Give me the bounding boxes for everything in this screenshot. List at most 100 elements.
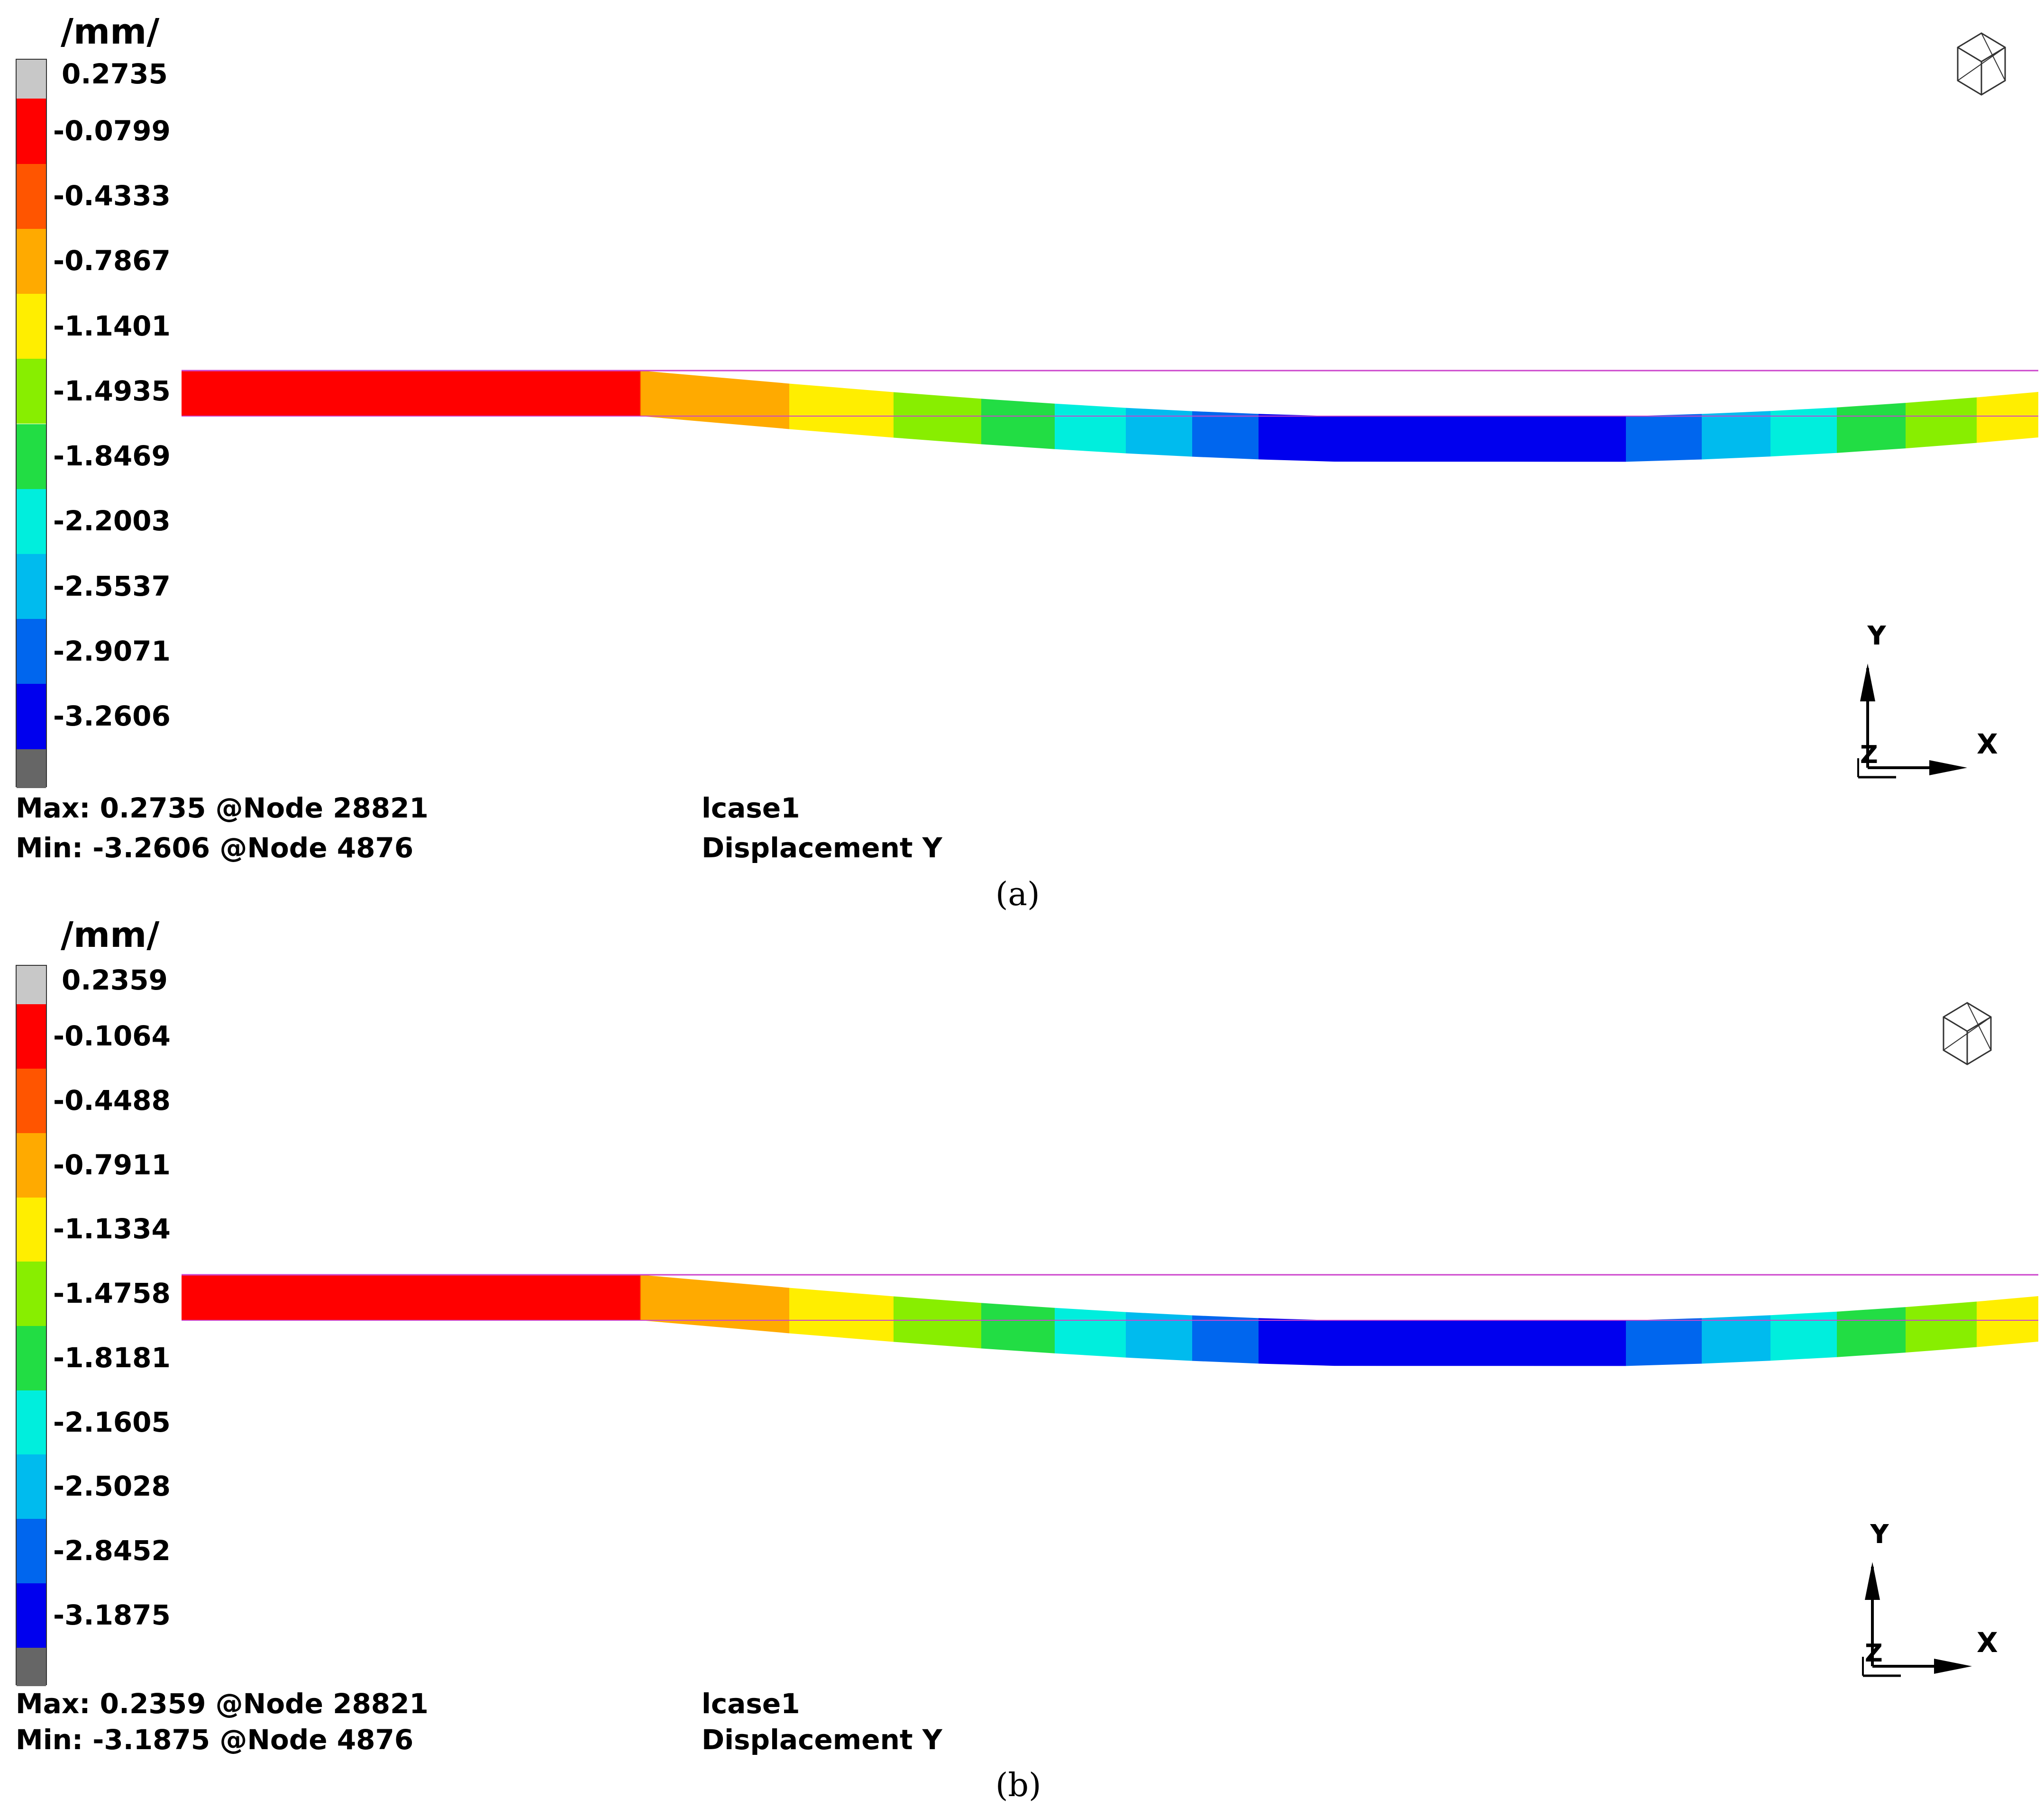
result-type-label: Displacement Y — [702, 1724, 942, 1756]
legend-unit: /mm/ — [61, 11, 160, 52]
legend-tick-label: -0.4333 — [53, 180, 171, 212]
beam-segment — [1334, 416, 1626, 462]
legend-tick-label: -1.4935 — [53, 374, 171, 407]
view-cube-icon[interactable] — [1948, 28, 2015, 100]
legend-tick-label: -1.8181 — [53, 1341, 171, 1374]
beam-segment — [1770, 407, 1837, 457]
beam-segment — [1259, 1318, 1334, 1366]
beam-segment — [894, 1296, 981, 1349]
view-cube-icon[interactable] — [1934, 998, 2000, 1069]
legend-tick-label: -0.1064 — [53, 1020, 171, 1053]
legend-tick-label: -2.5028 — [53, 1470, 171, 1503]
loadcase-label: lcase1 — [702, 792, 800, 824]
beam-segment — [182, 1275, 640, 1320]
legend-tick-label: -2.1605 — [53, 1406, 171, 1438]
beam-segment — [1702, 1315, 1770, 1364]
axis-triad-icon: Y X Z — [1862, 1524, 1998, 1677]
color-legend — [16, 965, 47, 1686]
color-legend — [16, 59, 47, 788]
legend-swatch — [17, 749, 46, 788]
legend-swatch — [17, 489, 46, 554]
legend-tick-label: -2.5537 — [53, 570, 171, 602]
beam-segment — [1626, 414, 1702, 462]
min-readout: Min: -3.1875 @Node 4876 — [16, 1724, 414, 1756]
legend-swatch — [17, 228, 46, 294]
triad-x-label: X — [1977, 728, 1998, 760]
beam-contour — [182, 370, 2038, 462]
legend-tick-label: -2.2003 — [53, 505, 171, 537]
legend-tick-label: -1.1401 — [53, 309, 171, 342]
legend-swatch — [17, 294, 46, 359]
beam-segment — [1259, 414, 1334, 462]
legend-tick-label: -1.8469 — [53, 440, 171, 472]
legend-swatch — [17, 1647, 46, 1686]
legend-swatch — [17, 163, 46, 229]
legend-swatch — [17, 1519, 46, 1583]
legend-tick-label: -2.8452 — [53, 1535, 171, 1567]
legend-swatch — [17, 1069, 46, 1133]
max-readout: Max: 0.2735 @Node 28821 — [16, 792, 429, 824]
panel-caption: (b) — [995, 1767, 1041, 1804]
triad-x-label: X — [1977, 1626, 1998, 1659]
triad-y-label: Y — [1869, 1524, 1890, 1550]
legend-swatch — [17, 60, 46, 99]
legend-swatch — [17, 1133, 46, 1198]
beam-segment — [641, 371, 789, 429]
legend-swatch — [17, 1390, 46, 1455]
triad-z-label: Z — [1860, 741, 1878, 769]
legend-tick-label: -2.9071 — [53, 635, 171, 667]
legend-tick-label: -0.7911 — [53, 1148, 171, 1181]
beam-segment — [1192, 1315, 1259, 1364]
legend-swatch — [17, 359, 46, 424]
beam-segment — [1837, 403, 1906, 453]
beam-segment — [182, 371, 640, 416]
beam-segment — [1906, 397, 1977, 449]
legend-swatch — [17, 1004, 46, 1069]
beam-segment — [1977, 1296, 2038, 1347]
panel-b: /mm/ 0.2359 -0.1064 -0.4488 -0.7911 -1.1334 -… — [0, 903, 2044, 1804]
beam-segment — [1977, 392, 2038, 443]
beam-segment — [1055, 1308, 1126, 1358]
beam-segment — [1126, 1312, 1192, 1361]
legend-swatch — [17, 619, 46, 684]
triad-z-label: Z — [1865, 1639, 1883, 1668]
legend-tick-label: -3.2606 — [53, 700, 171, 733]
legend-tick-label: -0.4488 — [53, 1084, 171, 1117]
legend-swatch — [17, 554, 46, 619]
beam-segment — [894, 392, 981, 445]
beam-segment — [640, 1275, 641, 1321]
beam-contour — [182, 1274, 2038, 1366]
legend-tick-label: 0.2735 — [62, 58, 168, 91]
panel-a: /mm/ 0.2735 -0.0799 -0.4333 -0.7867 -1.1401 -… — [0, 0, 2044, 913]
beam-segment — [1192, 411, 1259, 460]
beam-segment — [1126, 408, 1192, 457]
panel-caption: (a) — [995, 876, 1040, 913]
legend-swatch — [17, 1454, 46, 1519]
legend-tick-label: -3.1875 — [53, 1598, 171, 1631]
loadcase-label: lcase1 — [702, 1688, 800, 1720]
legend-swatch — [17, 1197, 46, 1262]
legend-swatch — [17, 424, 46, 489]
legend-swatch — [17, 1583, 46, 1648]
beam-segment — [981, 399, 1055, 449]
triad-y-label: Y — [1866, 626, 1887, 651]
beam-segment — [640, 371, 641, 417]
legend-tick-label: -1.1334 — [53, 1213, 171, 1245]
beam-segment — [641, 1275, 789, 1334]
beam-segment — [981, 1303, 1055, 1353]
legend-swatch — [17, 1326, 46, 1390]
beam-segment — [1334, 1320, 1626, 1366]
beam-segment — [1906, 1301, 1977, 1353]
legend-tick-label: -0.7867 — [53, 245, 171, 277]
legend-swatch — [17, 684, 46, 749]
legend-swatch — [17, 1262, 46, 1326]
beam-segment — [789, 383, 894, 438]
legend-swatch — [17, 966, 46, 1005]
axis-triad-icon: Y X Z — [1857, 626, 1998, 779]
beam-segment — [1702, 411, 1770, 460]
beam-segment — [1055, 403, 1126, 454]
beam-segment — [1770, 1311, 1837, 1361]
max-readout: Max: 0.2359 @Node 28821 — [16, 1688, 429, 1720]
legend-unit: /mm/ — [61, 915, 160, 955]
result-type-label: Displacement Y — [702, 832, 942, 864]
